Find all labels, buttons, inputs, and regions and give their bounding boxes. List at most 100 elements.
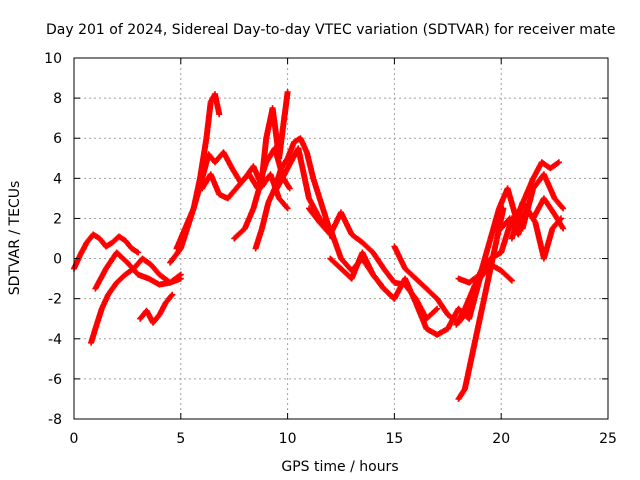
data-point-plus — [551, 195, 567, 212]
data-point-plus — [98, 293, 111, 312]
x-tick-label: 5 — [176, 431, 185, 447]
data-point-plus — [128, 245, 142, 256]
data-point-plus — [498, 267, 515, 284]
data-point-plus — [105, 280, 119, 298]
data-point-plus — [504, 185, 519, 220]
y-axis-title: SDTVAR / TECUs — [7, 181, 23, 296]
x-tick-labels: 0 5 10 15 20 25 — [70, 431, 617, 447]
data-point-plus — [139, 255, 153, 267]
data-point-plus — [540, 195, 557, 217]
x-tick-label: 20 — [492, 431, 510, 447]
data-point-plus — [327, 255, 343, 271]
data-point-plus — [278, 156, 290, 172]
data-point-plus — [423, 305, 441, 322]
data-point-plus — [370, 249, 386, 271]
data-point-plus — [220, 149, 235, 170]
data-point-plus — [481, 267, 494, 302]
data-point-plus — [162, 291, 176, 306]
data-point-plus — [551, 211, 567, 232]
data-point-plus — [391, 243, 408, 271]
data-point-plus — [250, 176, 265, 212]
series-track-3 — [92, 249, 184, 292]
data-point-plus — [284, 140, 297, 162]
data-point-plus — [338, 209, 354, 237]
data-point-plus — [474, 297, 487, 332]
data-point-plus — [241, 206, 256, 232]
series-track-1 — [71, 231, 142, 272]
data-point-plus — [498, 216, 515, 256]
data-point-plus — [370, 271, 386, 291]
data-point-plus — [434, 295, 450, 317]
series-track-4 — [137, 291, 176, 326]
data-point-plus — [167, 271, 184, 286]
data-point-plus — [233, 176, 247, 192]
data-point-plus — [540, 171, 557, 200]
data-point-plus — [92, 266, 109, 292]
tick-marks — [73, 57, 609, 420]
x-tick-label: 25 — [599, 431, 617, 447]
data-point-plus — [203, 100, 214, 142]
data-point-plus — [530, 160, 545, 182]
data-point-plus — [88, 327, 98, 346]
data-point-plus — [167, 246, 183, 266]
x-tick-label: 10 — [279, 431, 297, 447]
y-tick-label: -4 — [48, 332, 62, 348]
x-axis-title: GPS time / hours — [281, 459, 398, 475]
series-track-15 — [453, 159, 562, 328]
series-track-14 — [455, 205, 507, 402]
series-track-11 — [306, 205, 441, 322]
data-point-plus — [487, 206, 502, 242]
data-point-plus — [212, 91, 223, 118]
data-point-plus — [547, 159, 562, 172]
data-point-plus — [359, 249, 376, 277]
data-point-plus — [530, 172, 546, 192]
data-point-plus — [423, 285, 440, 301]
x-tick-label: 15 — [385, 431, 403, 447]
data-point-plus — [231, 226, 247, 242]
data-point-plus — [113, 249, 130, 265]
data-point-plus — [476, 256, 493, 278]
data-point-plus — [530, 196, 547, 222]
data-point-plus — [273, 166, 290, 192]
data-point-plus — [402, 275, 419, 305]
data-point-plus — [182, 206, 196, 232]
data-point-plus — [122, 237, 134, 251]
y-tick-label: -6 — [48, 372, 62, 388]
data-point-plus — [338, 255, 354, 273]
data-point-plus — [259, 136, 270, 182]
series-track-6 — [173, 145, 293, 252]
grid-lines — [74, 58, 608, 419]
data-point-plus — [124, 259, 141, 277]
data-point-plus — [461, 287, 476, 312]
y-tick-label: 6 — [53, 131, 62, 147]
data-point-plus — [224, 186, 239, 202]
data-point-plus — [147, 261, 162, 277]
data-point-plus — [173, 226, 188, 252]
data-point-plus — [207, 171, 222, 196]
data-point-plus — [229, 165, 243, 185]
series-track-8 — [231, 89, 291, 242]
data-point-plus — [519, 186, 536, 232]
data-point-plus — [297, 135, 310, 154]
data-point-plus — [466, 272, 482, 286]
data-point-plus — [276, 195, 291, 212]
data-point-plus — [259, 200, 271, 232]
data-point-plus — [380, 265, 397, 285]
data-point-plus — [295, 145, 312, 200]
data-point-plus — [359, 239, 375, 255]
data-point-plus — [252, 226, 265, 252]
data-point-plus — [540, 227, 555, 262]
data-point-plus — [113, 272, 128, 286]
data-point-plus — [310, 175, 323, 200]
data-point-plus — [92, 307, 105, 332]
y-tick-label: -8 — [48, 412, 62, 428]
y-tick-label: 4 — [53, 171, 62, 187]
data-point-plus — [265, 186, 278, 206]
series-track-17 — [508, 195, 567, 242]
y-tick-label: -2 — [48, 292, 62, 308]
y-tick-labels: -8 -6 -4 -2 0 2 4 6 8 10 — [44, 51, 62, 428]
data-point-plus — [316, 195, 329, 220]
plot-frame — [73, 57, 609, 420]
y-tick-label: 0 — [53, 252, 62, 268]
